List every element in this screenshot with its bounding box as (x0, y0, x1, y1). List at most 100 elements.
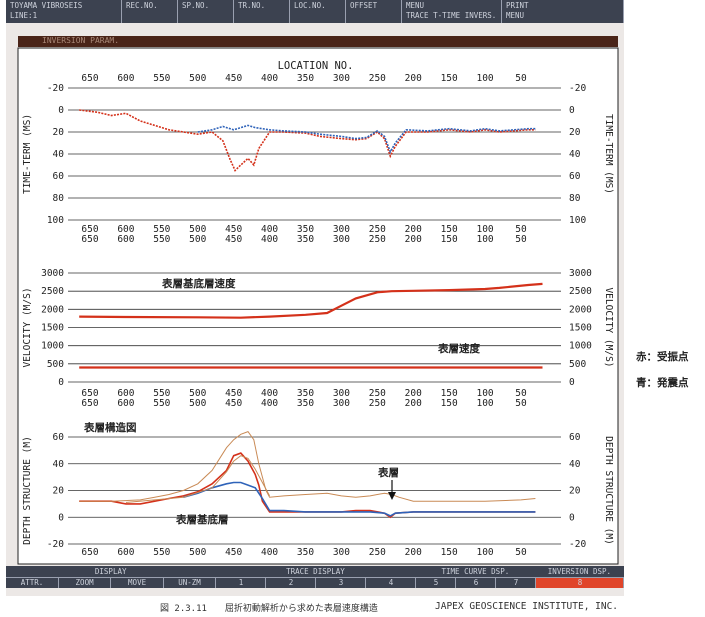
x-tick-top: 500 (189, 73, 206, 84)
x-tick-bottom: 500 (189, 234, 206, 245)
legend-red: 赤：受振点 (636, 351, 689, 363)
x-tick-top: 650 (81, 73, 98, 84)
footer-button-label: 8 (577, 578, 583, 587)
x-tick-top: 200 (405, 73, 422, 84)
x-tick-bottom: 600 (117, 547, 134, 558)
y-tick-left: -20 (47, 539, 64, 550)
y-tick-left: 1500 (41, 323, 64, 334)
x-tick-bottom: 500 (189, 398, 206, 409)
y-tick-right: 60 (569, 432, 581, 443)
chart-annotation: 表層速度 (437, 342, 480, 355)
x-tick-bottom: 400 (261, 234, 278, 245)
y-axis-label-right: VELOCITY (M/S) (603, 287, 614, 367)
x-tick-bottom: 200 (405, 547, 422, 558)
x-tick-bottom: 50 (515, 388, 527, 399)
y-tick-left: 80 (53, 193, 65, 204)
series-line-blue (183, 481, 536, 517)
footer-button-label: MOVE (128, 578, 147, 587)
x-tick-bottom: 600 (117, 398, 134, 409)
x-tick-top: 250 (369, 73, 386, 84)
company-name: JAPEX GEOSCIENCE INSTITUTE, INC. (435, 601, 619, 612)
x-tick-bottom: 450 (225, 234, 242, 245)
series-line-orange (79, 430, 536, 502)
chart-annotation: 表層 (377, 466, 399, 479)
header-cell-6[interactable]: MENU TRACE T-TIME INVERS. (402, 0, 502, 23)
x-axis-label: LOCATION NO. (278, 60, 354, 72)
x-tick-bottom: 250 (369, 234, 386, 245)
series-line-red (79, 109, 536, 172)
header-cell-0: TOYAMA VIBROSEIS LINE:1 (6, 0, 122, 23)
chart-annotation: 表層基底層 (175, 513, 229, 526)
y-tick-right: 60 (569, 171, 581, 182)
header-cell-5: OFFSET (346, 0, 402, 23)
x-tick-bottom: 650 (81, 234, 98, 245)
x-tick-bottom: 550 (153, 388, 170, 399)
x-tick-bottom: 300 (333, 224, 350, 235)
legend-blue: 青：発震点 (636, 377, 689, 389)
x-tick-bottom: 650 (81, 547, 98, 558)
chart-annotation: 表層基底層速度 (161, 277, 236, 290)
x-tick-bottom: 550 (153, 224, 170, 235)
series-line-red (79, 282, 543, 319)
y-tick-left: 60 (53, 171, 65, 182)
footer-button-7[interactable]: 7 (496, 577, 536, 588)
y-tick-right: 3000 (569, 268, 592, 279)
y-axis-label-left: TIME-TERM (MS) (22, 114, 33, 194)
footer-button-attr[interactable]: ATTR. (6, 577, 59, 588)
footer-button-label: 5 (433, 578, 439, 587)
analysis-screen: TOYAMA VIBROSEIS LINE:1 REC.NO. SP.NO. TR.NO… (6, 0, 624, 596)
y-tick-left: 0 (58, 105, 64, 116)
header-cell-label: LOC.NO. (294, 1, 326, 10)
footer-button-6[interactable]: 6 (456, 577, 496, 588)
x-tick-bottom: 550 (153, 398, 170, 409)
x-tick-bottom: 350 (297, 224, 314, 235)
y-tick-right: 20 (569, 486, 581, 497)
chart-annotation: 表層構造図 (83, 421, 137, 434)
series-line-orange (125, 455, 271, 503)
window-title-bar: INVERSION PARAM. (18, 36, 618, 47)
figure-caption: 図 2.3.11 屈折初動解析から求めた表層速度構造 (160, 604, 378, 614)
footer-button-zoom[interactable]: ZOOM (58, 577, 111, 588)
header-cell-value: TRACE T-TIME INVERS. (406, 11, 497, 20)
x-tick-bottom: 50 (515, 398, 527, 409)
x-tick-bottom: 600 (117, 234, 134, 245)
x-tick-bottom: 400 (261, 398, 278, 409)
x-tick-top: 450 (225, 73, 242, 84)
footer-button-move[interactable]: MOVE (111, 577, 164, 588)
footer-button-8[interactable]: 8 (536, 577, 624, 588)
x-tick-bottom: 600 (117, 388, 134, 399)
footer-button-2[interactable]: 2 (266, 577, 316, 588)
x-tick-bottom: 200 (405, 234, 422, 245)
footer-button-label: 1 (238, 578, 244, 587)
footer-button-5[interactable]: 5 (416, 577, 456, 588)
footer-button-unzm[interactable]: UN-ZM (163, 577, 216, 588)
y-tick-left: 2500 (41, 286, 64, 297)
x-tick-bottom: 100 (476, 398, 493, 409)
x-tick-bottom: 100 (476, 234, 493, 245)
footer-button-label: ZOOM (75, 578, 94, 587)
footer-group-title: DISPLAY (94, 567, 127, 576)
x-tick-top: 550 (153, 73, 170, 84)
footer-button-label: 6 (473, 578, 479, 587)
x-tick-top: 400 (261, 73, 278, 84)
x-tick-top: 300 (333, 73, 350, 84)
y-tick-right: 1500 (569, 323, 592, 334)
x-tick-bottom: 50 (515, 224, 527, 235)
footer-button-3[interactable]: 3 (316, 577, 366, 588)
y-tick-left: 40 (53, 459, 65, 470)
x-tick-bottom: 150 (441, 388, 458, 399)
x-tick-bottom: 600 (117, 224, 134, 235)
header-cell-7[interactable]: PRINT MENU (502, 0, 624, 23)
x-tick-bottom: 650 (81, 398, 98, 409)
footer-group-title: TIME CURVE DSP. (441, 567, 510, 576)
x-tick-bottom: 100 (476, 388, 493, 399)
x-tick-bottom: 200 (405, 224, 422, 235)
x-tick-bottom: 650 (81, 388, 98, 399)
annotation-arrow-head (388, 492, 396, 500)
x-tick-bottom: 100 (476, 224, 493, 235)
x-tick-bottom: 450 (225, 224, 242, 235)
y-axis-label-left: VELOCITY (M/S) (22, 287, 33, 367)
footer-button-4[interactable]: 4 (366, 577, 416, 588)
footer-button-1[interactable]: 1 (216, 577, 266, 588)
